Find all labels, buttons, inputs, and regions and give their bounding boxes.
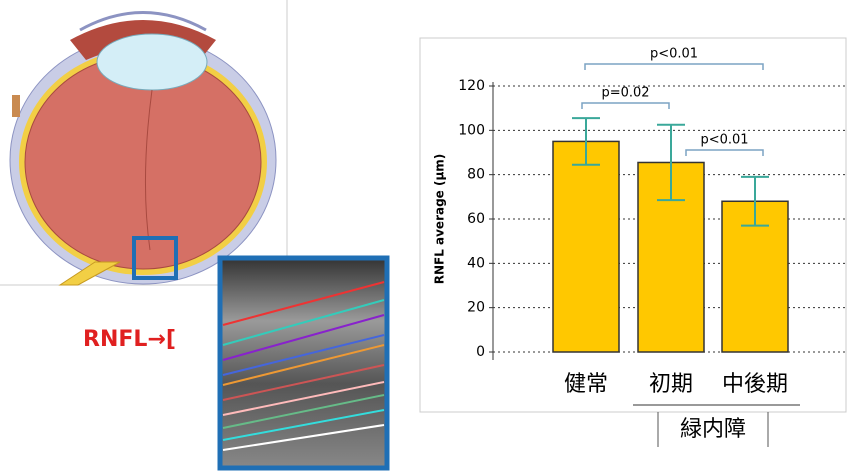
y-tick-label: 100	[458, 122, 485, 138]
y-tick-label: 0	[476, 344, 485, 360]
x-tick-label: 初期	[649, 372, 693, 397]
y-tick-label: 120	[458, 78, 485, 94]
oct-image	[220, 258, 387, 468]
group-label: 緑内障	[680, 417, 746, 442]
page: RNFL→[ RNFL average (μm) 0 20 40 60 80 100 120…	[0, 0, 847, 472]
muscle	[12, 95, 20, 117]
figure: RNFL→[ RNFL average (μm) 0 20 40 60 80 100 120…	[0, 0, 847, 472]
rnfl-label: RNFL→[	[83, 327, 176, 352]
x-tick-label: 中後期	[722, 372, 788, 397]
lens	[97, 34, 207, 90]
y-tick-label: 40	[467, 255, 485, 271]
bar	[553, 141, 619, 352]
x-tick-label: 健常	[564, 372, 608, 397]
significance-label: p=0.02	[601, 86, 649, 101]
y-tick-label: 20	[467, 300, 485, 316]
significance-label: p<0.01	[700, 133, 748, 148]
y-axis-label: RNFL average (μm)	[433, 154, 447, 285]
significance-bracket	[585, 64, 763, 70]
eye-diagram	[0, 0, 287, 285]
y-tick-label: 60	[467, 211, 485, 227]
y-tick-label: 80	[467, 167, 485, 183]
significance-bracket	[686, 150, 763, 156]
significance-label: p<0.01	[650, 47, 698, 62]
significance-bracket	[582, 103, 669, 109]
